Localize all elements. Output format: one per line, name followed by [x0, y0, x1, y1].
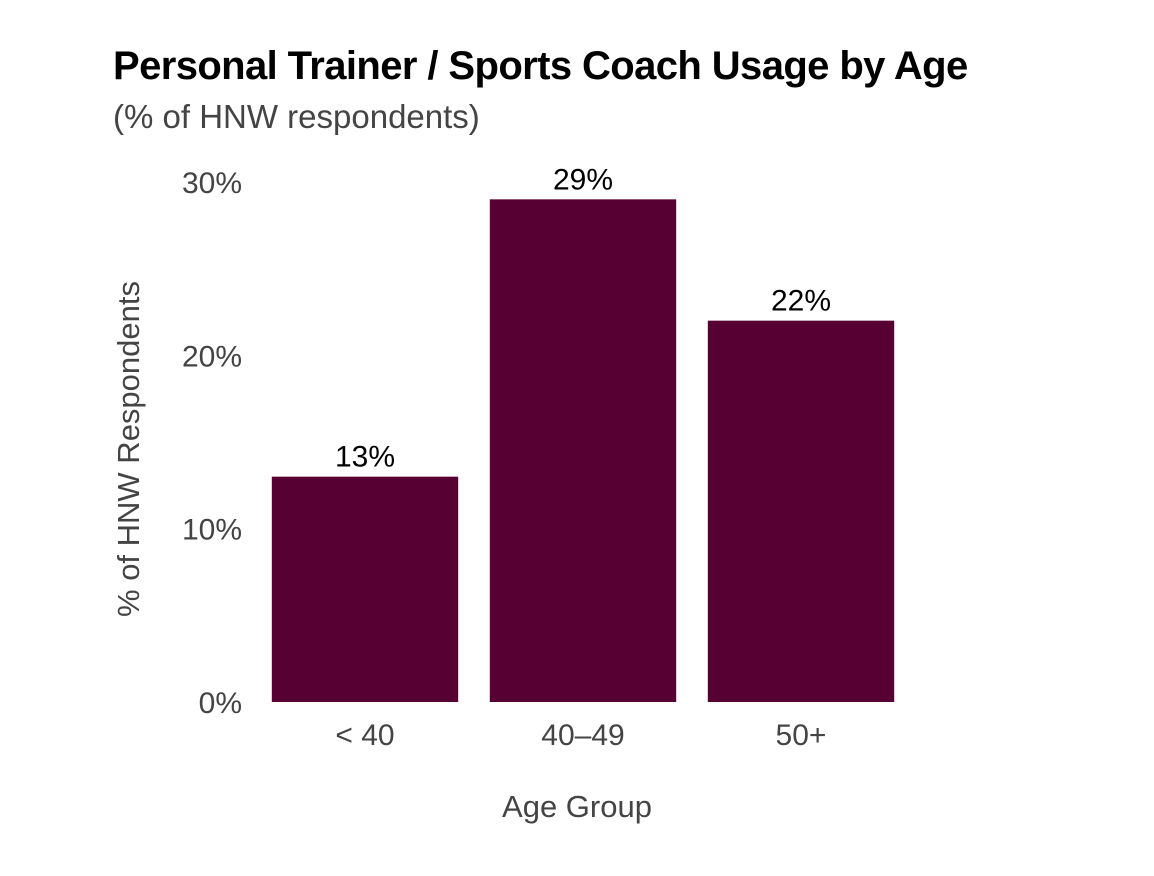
y-axis-ticks: 0% 10% 20% 30% — [182, 167, 242, 720]
bar — [489, 199, 677, 703]
y-axis-label: % of HNW Respondents — [111, 281, 146, 617]
x-tick-label: < 40 — [335, 719, 394, 752]
x-axis-ticks: < 40 40–49 50+ — [335, 719, 826, 752]
x-tick-label: 50+ — [776, 719, 827, 752]
bar — [271, 476, 459, 702]
bar-value-label: 22% — [771, 285, 831, 318]
bar-value-labels: 13% 29% 22% — [335, 163, 831, 473]
y-tick-label: 10% — [182, 514, 242, 547]
bars — [271, 199, 895, 703]
x-tick-label: 40–49 — [541, 719, 624, 752]
x-axis-label: Age Group — [502, 789, 652, 824]
y-tick-label: 20% — [182, 340, 242, 373]
chart-title: Personal Trainer / Sports Coach Usage by… — [113, 44, 968, 88]
bar — [707, 320, 895, 702]
y-tick-label: 30% — [182, 167, 242, 200]
bar-value-label: 13% — [335, 441, 395, 474]
bar-value-label: 29% — [553, 163, 613, 196]
chart-subtitle: (% of HNW respondents) — [113, 98, 480, 135]
y-tick-label: 0% — [199, 687, 242, 720]
